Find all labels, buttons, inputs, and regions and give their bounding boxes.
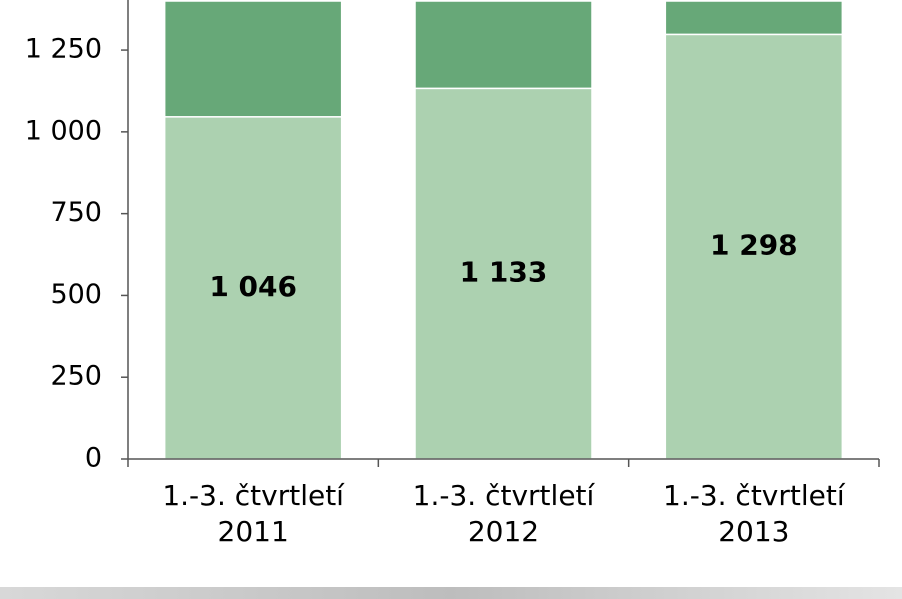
y-tick-label: 500 <box>50 279 102 310</box>
bar-segment <box>664 0 844 36</box>
x-tick-label: 1.-3. čtvrtletí 2013 <box>663 479 845 548</box>
footer-bar <box>0 587 902 599</box>
bar-segment <box>414 87 593 460</box>
x-tick-label: 1.-3. čtvrtletí 2011 <box>162 479 344 548</box>
bar-segment <box>664 33 844 460</box>
y-tick-label: 0 <box>85 443 102 474</box>
y-tick-label: 1 250 <box>25 34 102 65</box>
bar-segment <box>414 0 593 90</box>
data-label: 1 298 <box>710 229 798 262</box>
y-tick-label: 250 <box>50 361 102 392</box>
y-tick-label: 1 000 <box>25 115 102 146</box>
y-tick-label: 750 <box>50 197 102 228</box>
data-label: 1 133 <box>460 256 548 289</box>
data-label: 1 046 <box>209 270 297 303</box>
x-tick-label: 1.-3. čtvrtletí 2012 <box>412 479 595 548</box>
bar-segment <box>163 116 343 460</box>
bar-segment <box>163 0 343 118</box>
